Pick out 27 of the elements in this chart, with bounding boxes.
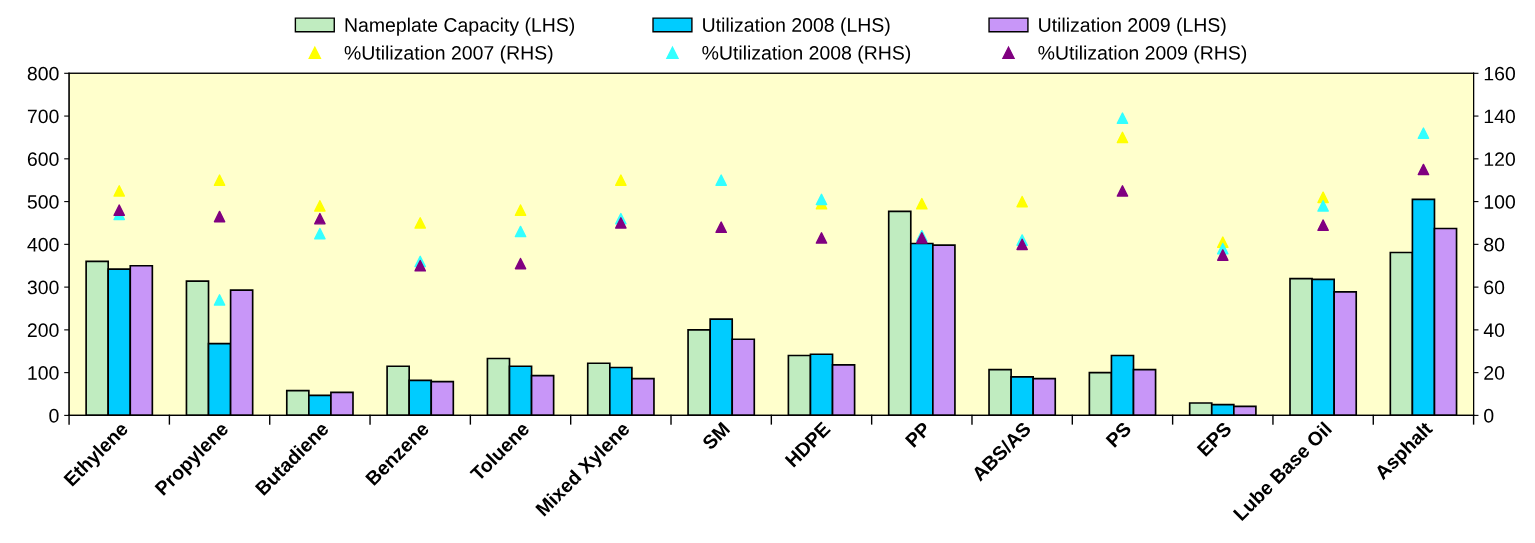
- legend-label: %Utilization 2008 (RHS): [702, 45, 911, 64]
- y2-tick-label: 160: [1484, 66, 1515, 81]
- y2-tick-label: 80: [1484, 237, 1505, 252]
- legend-label: Nameplate Capacity (LHS): [345, 17, 575, 36]
- y-tick-label: 500: [27, 195, 59, 209]
- y-tick-label: 400: [27, 237, 59, 252]
- y2-tick-label: 0: [1484, 408, 1494, 423]
- x-tick-label: SM: [701, 421, 731, 451]
- legend-label: %Utilization 2009 (RHS): [1038, 45, 1247, 64]
- y2-tick-label: 120: [1484, 152, 1515, 167]
- legend-label: Utilization 2008 (LHS): [703, 17, 890, 36]
- y-tick-label: 200: [27, 323, 59, 338]
- legend-label: %Utilization 2007 (RHS): [344, 45, 553, 64]
- legend-label: Utilization 2009 (LHS): [1039, 17, 1226, 36]
- y-tick-label: 700: [27, 109, 59, 124]
- y-tick-label: 600: [27, 152, 59, 167]
- y2-tick-label: 20: [1484, 366, 1505, 380]
- y2-tick-label: 60: [1484, 280, 1505, 295]
- y2-tick-label: 40: [1483, 323, 1505, 338]
- y2-tick-label: 100: [1484, 195, 1515, 209]
- x-tick-label: PS: [1105, 421, 1133, 448]
- y-tick-label: 300: [27, 280, 59, 295]
- y-tick-label: 100: [28, 366, 59, 380]
- x-tick-label: PP: [904, 421, 932, 448]
- y-tick-label: 0: [49, 408, 59, 423]
- y2-tick-label: 140: [1484, 109, 1515, 124]
- y-tick-label: 800: [27, 66, 59, 81]
